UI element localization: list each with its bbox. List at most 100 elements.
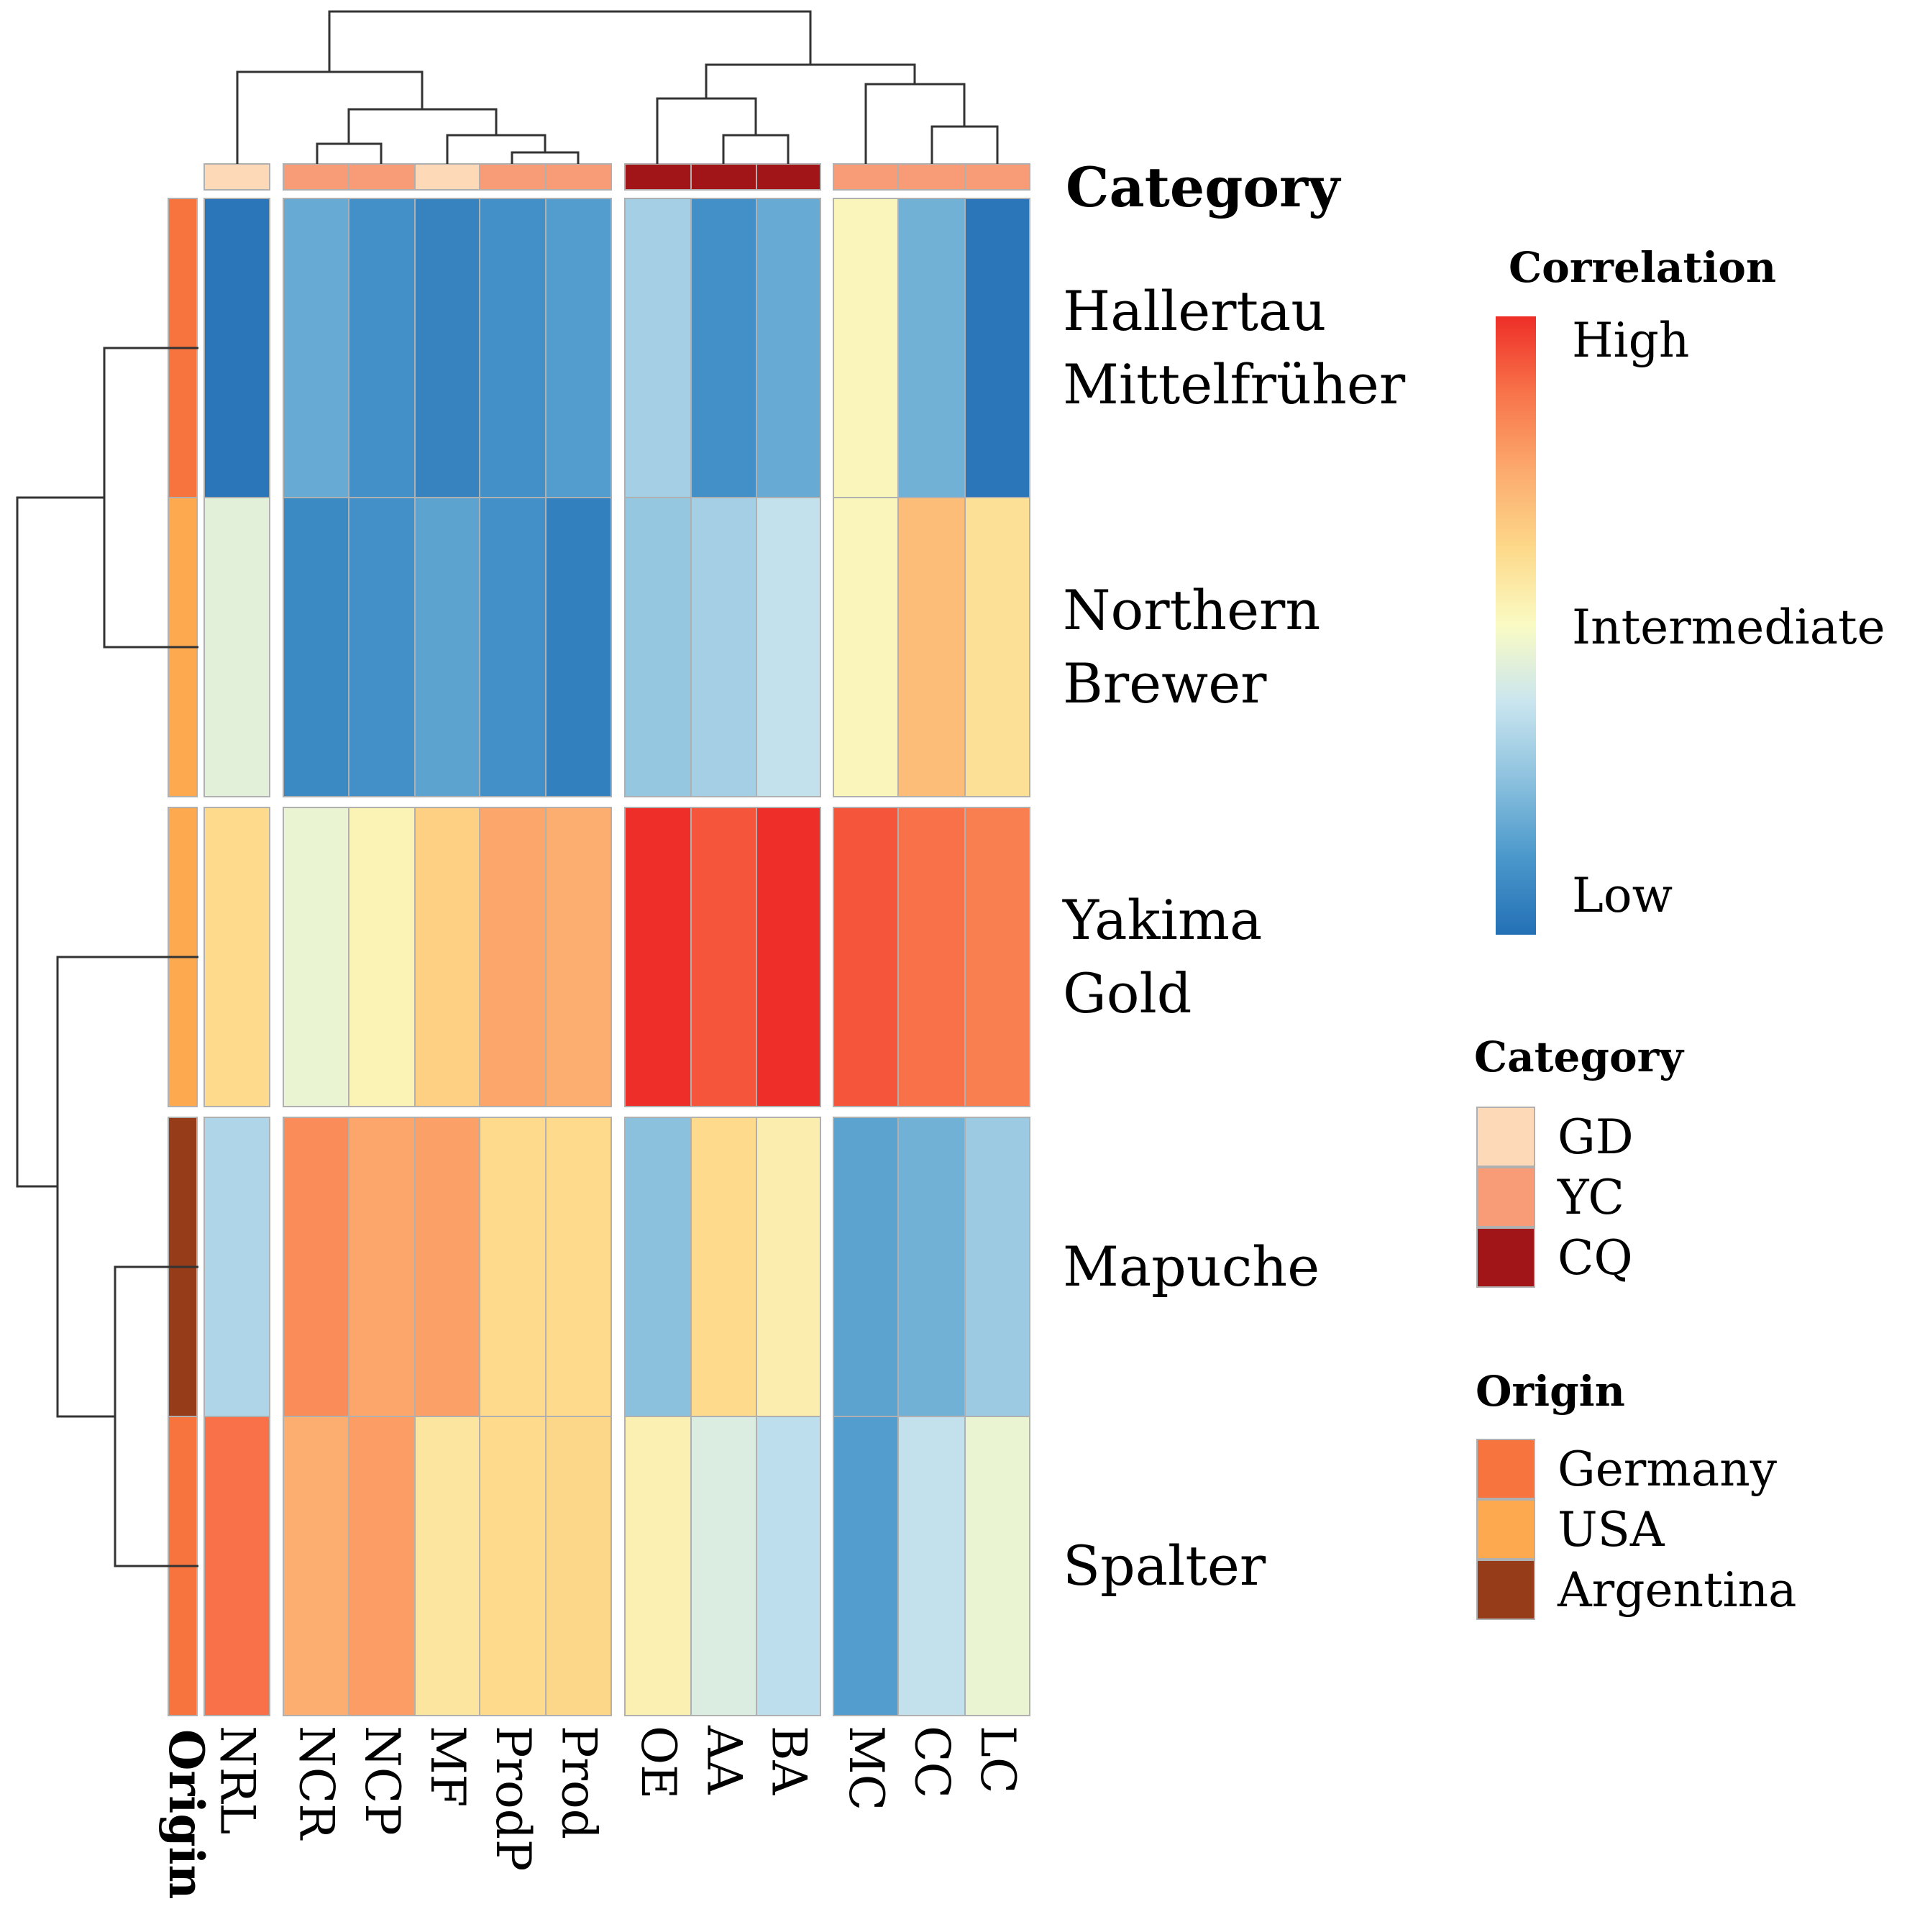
row-label: Mapuche [1063,1235,1320,1299]
column-label-lc: LC [970,1726,1025,1793]
heatmap-cell-hallertau-mittelfrüher-lc [964,198,1030,498]
row-label: Spalter [1063,1534,1266,1598]
row-dendrogram [16,347,198,1567]
heatmap-cell-hallertau-mittelfrüher-aa [690,198,757,498]
column-label-prod: Prod [552,1726,607,1839]
heatmap-cell-spalter-ba [756,1416,821,1716]
correlation-legend-title: Correlation [1509,243,1776,292]
heatmap-cell-mapuche-mf [414,1117,480,1417]
category-legend-label-yc: YC [1557,1170,1624,1225]
heatmap-cell-northern-brewer-ncr [283,497,349,797]
heatmap-cell-mapuche-ncp [348,1117,416,1417]
heatmap-cell-northern-brewer-prodp [479,497,547,797]
origin-annotation-label: Origin [158,1729,214,1900]
heatmap-cell-hallertau-mittelfrüher-cc [897,198,966,498]
heatmap-cell-northern-brewer-prod [545,497,612,797]
heatmap-cell-yakima-gold-prod [545,807,612,1107]
column-label-prodp: ProdP [485,1726,541,1871]
heatmap-cell-spalter-mf [414,1416,480,1716]
category-cell-aa [690,163,757,191]
heatmap-cell-hallertau-mittelfrüher-mf [414,198,480,498]
correlation-colorbar [1496,316,1536,935]
heatmap-cell-yakima-gold-mc [833,807,899,1107]
heatmap-cell-yakima-gold-aa [690,807,757,1107]
category-legend-label-gd: GD [1558,1109,1634,1165]
column-label-ncp: NCP [355,1726,410,1836]
heatmap-cell-northern-brewer-cc [897,497,966,797]
heatmap-cell-hallertau-mittelfrüher-nrl [203,198,270,498]
heatmap-cell-mapuche-prod [545,1117,612,1417]
category-cell-cc [897,163,966,191]
origin-legend-title: Origin [1476,1367,1625,1416]
heatmap-cell-yakima-gold-prodp [479,807,547,1107]
heatmap-cell-spalter-ncp [348,1416,416,1716]
heatmap-cell-hallertau-mittelfrüher-prodp [479,198,547,498]
heatmap-cell-spalter-prodp [479,1416,547,1716]
heatmap-cell-mapuche-ba [756,1117,821,1417]
heatmap-cell-spalter-ncr [283,1416,349,1716]
correlation-legend-intermediate: Intermediate [1572,600,1885,655]
heatmap-cells [203,198,1030,1716]
heatmap-cell-mapuche-cc [897,1117,966,1417]
origin-legend-label-usa: USA [1558,1502,1665,1557]
heatmap-cell-northern-brewer-ba [756,497,821,797]
heatmap-cell-hallertau-mittelfrüher-ba [756,198,821,498]
correlation-legend-low: Low [1572,868,1673,923]
heatmap-cell-hallertau-mittelfrüher-prod [545,198,612,498]
column-label-mf: MF [420,1726,475,1807]
heatmap-cell-mapuche-ncr [283,1117,349,1417]
heatmap-cell-yakima-gold-nrl [203,807,270,1107]
heatmap-cell-northern-brewer-ncp [348,497,416,797]
heatmap-cell-yakima-gold-ncr [283,807,349,1107]
heatmap-cell-hallertau-mittelfrüher-mc [833,198,899,498]
heatmap-cell-spalter-oe [624,1416,692,1716]
category-legend-label-cq: CQ [1558,1230,1633,1286]
category-cell-oe [624,163,692,191]
heatmap-cell-northern-brewer-mc [833,497,899,797]
category-annotation-label: Category [1066,155,1341,219]
category-cell-ba [756,163,821,191]
column-label-ncr: NCR [289,1726,344,1841]
column-label-oe: OE [631,1726,686,1799]
heatmap-cell-yakima-gold-lc [964,807,1030,1107]
row-label: Northern Brewer [1063,578,1320,715]
origin-legend-swatch-argentina [1476,1560,1535,1620]
category-cell-lc [964,163,1030,191]
origin-legend-label-argentina: Argentina [1557,1562,1797,1618]
origin-legend-label-germany: Germany [1558,1442,1778,1497]
heatmap-cell-mapuche-lc [964,1117,1030,1417]
origin-legend-swatch-usa [1476,1499,1535,1560]
row-label: Yakima Gold [1062,888,1262,1025]
category-cell-nrl [203,163,270,191]
heatmap-cell-mapuche-prodp [479,1117,547,1417]
category-legend-title: Category [1474,1033,1685,1081]
category-legend-swatch-cq [1476,1227,1535,1288]
category-cell-prod [545,163,612,191]
heatmap-cell-mapuche-oe [624,1117,692,1417]
legends: Correlation High Intermediate Low Category GD… [1474,243,1885,1620]
category-cell-mc [833,163,899,191]
heatmap-cell-yakima-gold-ba [756,807,821,1107]
column-label-ba: BA [762,1726,817,1796]
category-legend-swatch-yc [1476,1167,1535,1227]
heatmap-cell-yakima-gold-oe [624,807,692,1107]
column-label-mc: MC [838,1726,894,1810]
row-label: Hallertau Mittelfrüher [1063,279,1406,416]
heatmap-cell-hallertau-mittelfrüher-ncp [348,198,416,498]
axis-labels: Hallertau Mittelfrüher Northern Brewer Yakim… [210,279,1406,1871]
heatmap-cell-northern-brewer-aa [690,497,757,797]
heatmap-cell-spalter-mc [833,1416,899,1716]
heatmap-cell-northern-brewer-mf [414,497,480,797]
category-legend-swatch-gd [1476,1107,1535,1167]
category-cell-prodp [479,163,547,191]
heatmap-cell-spalter-nrl [203,1416,270,1716]
heatmap-cell-yakima-gold-cc [897,807,966,1107]
heatmap-cell-hallertau-mittelfrüher-oe [624,198,692,498]
heatmap-cell-yakima-gold-ncp [348,807,416,1107]
category-cell-ncp [348,163,416,191]
heatmap-cell-northern-brewer-nrl [203,497,270,797]
category-cell-ncr [283,163,349,191]
column-label-aa: AA [697,1725,752,1795]
